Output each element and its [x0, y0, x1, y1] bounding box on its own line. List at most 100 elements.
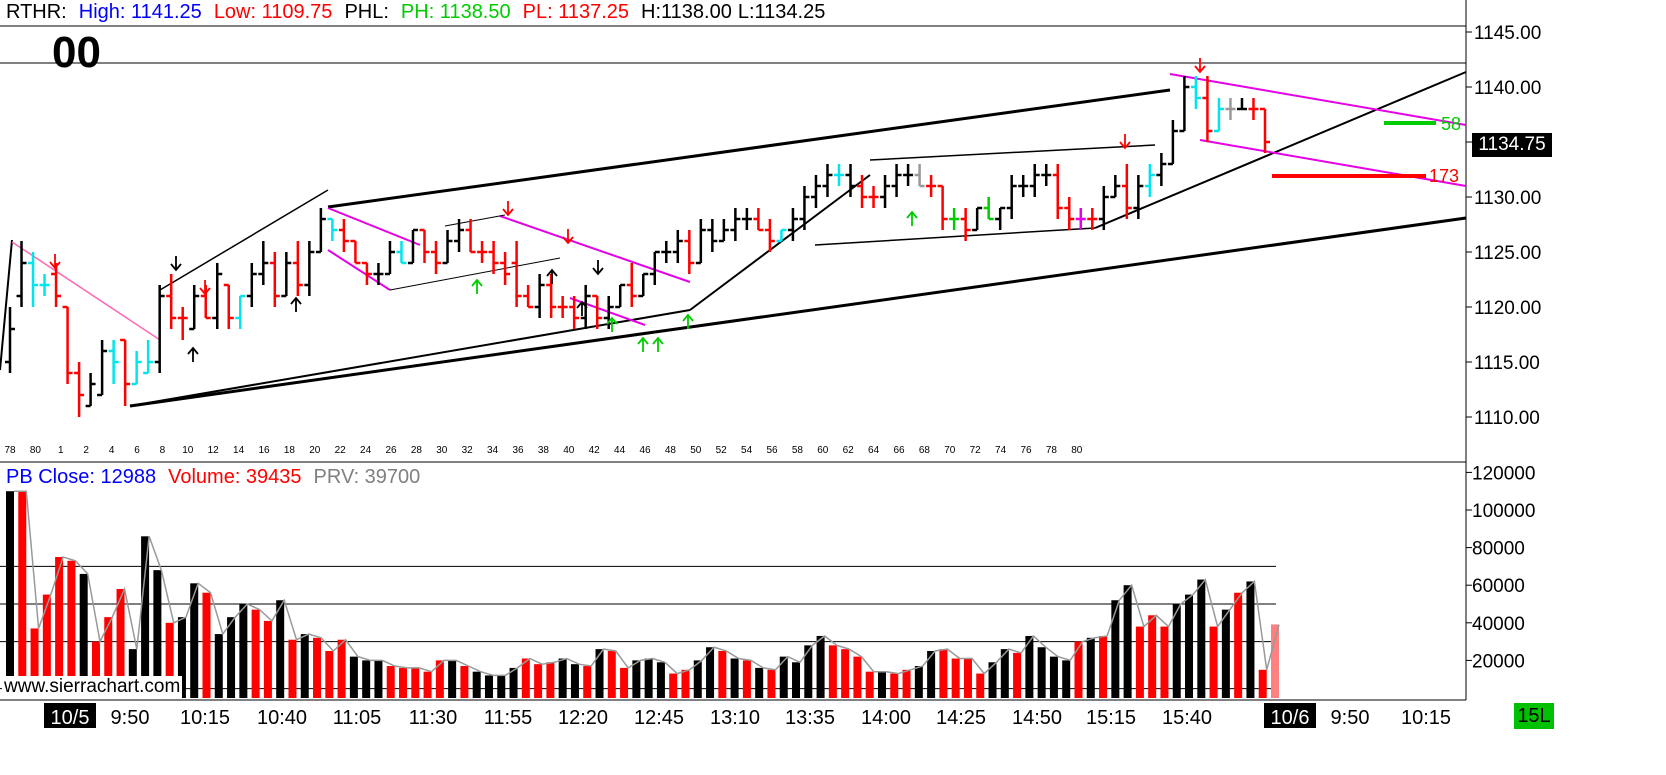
price-bar — [361, 261, 372, 285]
bar-number-label: 62 — [843, 445, 855, 456]
price-bar — [1179, 76, 1190, 133]
bar-number-label: 10 — [182, 445, 194, 456]
bar-number-label: 32 — [462, 445, 474, 456]
price-bar — [1190, 76, 1201, 109]
volume-bar — [951, 658, 960, 698]
high-label: High: 1141.25 — [78, 1, 202, 23]
green-level-label: 58 — [1441, 114, 1461, 134]
volume-bar — [1099, 635, 1108, 698]
price-bar — [131, 351, 142, 386]
volume-bar — [546, 662, 555, 698]
symbol-label: RTHR: — [6, 1, 67, 23]
price-bar — [730, 208, 741, 241]
price-bar — [661, 241, 672, 263]
signal-arrow-up-icon — [606, 316, 618, 332]
volume-bar — [141, 536, 150, 698]
volume-bar — [902, 669, 911, 698]
price-bar — [246, 263, 257, 307]
trendline — [389, 257, 561, 291]
volume-bar — [1037, 647, 1046, 698]
volume-bar — [1209, 626, 1218, 698]
volume-bar — [767, 669, 776, 698]
volume-bar — [865, 671, 874, 698]
volume-bar — [423, 671, 432, 698]
volume-bar — [1148, 615, 1157, 698]
volume-bar — [706, 647, 715, 698]
volume-bar — [497, 675, 506, 698]
pb-close-label: PB Close: 12988 — [6, 466, 157, 488]
price-bar — [672, 230, 683, 263]
bar-number-label: 58 — [792, 445, 804, 456]
price-bar — [1075, 208, 1086, 230]
volume-bar — [607, 651, 616, 698]
time-axis-label: 15:40 — [1162, 707, 1212, 729]
bar-number-label: 18 — [284, 445, 296, 456]
l-label: L:1134.25 — [737, 1, 826, 23]
volume-bar — [1197, 579, 1206, 698]
bar-number-label: 48 — [665, 445, 677, 456]
trendline — [1169, 73, 1467, 126]
price-bar — [1248, 98, 1259, 120]
time-axis-label: 9:50 — [111, 707, 150, 729]
h-label: H:1138.00 — [641, 1, 732, 23]
volume-bar — [79, 573, 88, 698]
volume-bar — [263, 620, 272, 698]
signal-arrow-up-icon — [637, 336, 649, 352]
price-bar — [454, 219, 465, 252]
bar-number-label: 52 — [716, 445, 728, 456]
signal-arrow-down-icon — [1119, 134, 1131, 150]
arrow-head — [576, 300, 588, 309]
price-bar — [166, 274, 177, 329]
volume-bar — [1111, 600, 1120, 698]
time-axis-label: 10:40 — [257, 707, 307, 729]
price-bar — [1202, 76, 1213, 142]
bar-number-label: 4 — [109, 445, 115, 456]
trendline — [1199, 139, 1467, 187]
watermark: www.sierrachart.com — [2, 676, 183, 698]
bar-number-label: 16 — [258, 445, 270, 456]
trendline — [499, 215, 691, 283]
ph-label: PH: 1138.50 — [400, 1, 511, 23]
price-bar — [983, 197, 994, 221]
bar-number-label: 76 — [1020, 445, 1032, 456]
price-tick-label: 1125.00 — [1474, 243, 1541, 264]
price-bar — [787, 208, 798, 241]
trendline — [1094, 71, 1467, 229]
bar-number-label: 80 — [1071, 445, 1083, 456]
price-bar — [1225, 98, 1236, 120]
signal-arrow-up-icon — [546, 268, 558, 284]
volume-bar — [239, 604, 248, 698]
price-bar — [431, 241, 442, 274]
volume-bar — [693, 660, 702, 698]
price-bar — [315, 208, 326, 254]
volume-bar — [325, 651, 334, 698]
volume-bar — [362, 660, 371, 698]
volume-bar — [804, 645, 813, 698]
price-tick-label: 1145.00 — [1474, 23, 1541, 44]
price-bar — [442, 230, 453, 265]
volume-bar — [349, 656, 358, 698]
time-axis-label: 11:55 — [484, 707, 533, 729]
price-bar — [1041, 164, 1052, 186]
price-bar — [407, 228, 418, 265]
volume-bar — [288, 639, 297, 698]
price-header: RTHR: High: 1141.25 Low: 1109.75 PHL: PH: 11… — [6, 1, 837, 24]
volume-bar — [472, 671, 481, 698]
price-bar — [5, 307, 15, 373]
signal-arrow-up-icon — [576, 300, 588, 316]
price-bar — [1006, 175, 1017, 219]
volume-bar — [6, 491, 14, 698]
time-axis-label: 14:00 — [861, 707, 911, 729]
arrow-head — [546, 268, 558, 277]
price-bar — [338, 219, 349, 252]
price-bar — [1144, 164, 1155, 197]
volume-bar — [914, 666, 923, 698]
red-level-label: 173 — [1429, 166, 1459, 186]
price-bar — [891, 164, 902, 197]
prv-label: PRV: 39700 — [313, 466, 421, 488]
price-bar — [97, 340, 108, 397]
volume-bar — [558, 658, 567, 698]
bar-number-label: 78 — [1046, 445, 1058, 456]
price-bar — [16, 241, 27, 307]
